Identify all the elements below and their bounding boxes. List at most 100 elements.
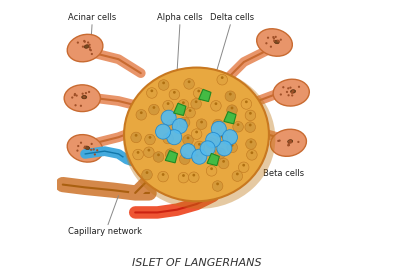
- Circle shape: [249, 123, 252, 126]
- Circle shape: [210, 167, 213, 170]
- Circle shape: [245, 110, 256, 121]
- Circle shape: [280, 93, 282, 95]
- Circle shape: [231, 107, 233, 109]
- Circle shape: [167, 130, 182, 145]
- Circle shape: [195, 130, 198, 133]
- Circle shape: [241, 99, 252, 109]
- Circle shape: [229, 93, 232, 95]
- Circle shape: [289, 87, 292, 89]
- Circle shape: [75, 94, 78, 97]
- Circle shape: [209, 139, 212, 142]
- Circle shape: [245, 122, 255, 132]
- Circle shape: [291, 94, 293, 97]
- Circle shape: [180, 154, 190, 165]
- Circle shape: [197, 90, 200, 92]
- Circle shape: [222, 160, 225, 163]
- Circle shape: [288, 143, 290, 145]
- Circle shape: [162, 173, 165, 176]
- Circle shape: [94, 153, 96, 156]
- Circle shape: [225, 91, 236, 102]
- Circle shape: [246, 150, 257, 160]
- Circle shape: [273, 38, 275, 40]
- Circle shape: [191, 129, 202, 139]
- Ellipse shape: [273, 79, 309, 106]
- Circle shape: [213, 119, 223, 130]
- Circle shape: [194, 141, 205, 152]
- Circle shape: [270, 46, 272, 48]
- Circle shape: [178, 172, 189, 183]
- Circle shape: [157, 153, 160, 156]
- Ellipse shape: [82, 95, 87, 99]
- Circle shape: [143, 147, 154, 158]
- Circle shape: [77, 41, 79, 44]
- Ellipse shape: [270, 129, 307, 156]
- Circle shape: [89, 46, 91, 49]
- Circle shape: [211, 121, 226, 136]
- Circle shape: [192, 152, 202, 163]
- Circle shape: [182, 101, 185, 104]
- Circle shape: [153, 152, 164, 162]
- Circle shape: [149, 136, 151, 139]
- Circle shape: [83, 147, 86, 149]
- Ellipse shape: [124, 67, 269, 201]
- Circle shape: [291, 92, 293, 94]
- Circle shape: [217, 121, 219, 124]
- Circle shape: [83, 96, 85, 98]
- Circle shape: [267, 37, 269, 39]
- Circle shape: [282, 86, 285, 88]
- Circle shape: [136, 109, 147, 120]
- Ellipse shape: [85, 146, 90, 150]
- Circle shape: [151, 89, 153, 92]
- Circle shape: [93, 148, 95, 150]
- Circle shape: [280, 39, 282, 41]
- Circle shape: [292, 90, 294, 92]
- Circle shape: [196, 119, 207, 129]
- Circle shape: [90, 143, 93, 145]
- Circle shape: [297, 141, 299, 143]
- Circle shape: [298, 86, 300, 88]
- Text: Acinar cells: Acinar cells: [68, 13, 117, 48]
- Circle shape: [216, 183, 219, 185]
- Circle shape: [222, 130, 237, 145]
- Circle shape: [278, 40, 280, 42]
- Text: Delta cells: Delta cells: [210, 13, 255, 73]
- Circle shape: [162, 81, 165, 84]
- Circle shape: [219, 150, 222, 153]
- Circle shape: [236, 172, 239, 175]
- Circle shape: [135, 134, 138, 137]
- Circle shape: [88, 91, 90, 93]
- Circle shape: [91, 53, 93, 55]
- Circle shape: [90, 149, 92, 151]
- Circle shape: [221, 135, 224, 138]
- Polygon shape: [165, 151, 178, 163]
- Circle shape: [178, 99, 189, 110]
- Circle shape: [277, 39, 279, 42]
- Circle shape: [90, 49, 92, 51]
- Circle shape: [195, 100, 198, 103]
- Circle shape: [272, 36, 274, 38]
- Circle shape: [179, 117, 190, 128]
- Ellipse shape: [288, 140, 293, 143]
- Ellipse shape: [257, 29, 292, 56]
- Circle shape: [147, 88, 157, 98]
- Circle shape: [76, 150, 79, 152]
- Circle shape: [221, 76, 224, 79]
- Circle shape: [172, 118, 187, 134]
- Circle shape: [74, 93, 76, 95]
- Circle shape: [147, 149, 150, 151]
- Ellipse shape: [67, 34, 103, 62]
- Circle shape: [183, 135, 193, 145]
- Circle shape: [189, 172, 199, 183]
- Circle shape: [184, 79, 195, 89]
- Circle shape: [217, 141, 232, 156]
- Circle shape: [181, 144, 196, 159]
- Circle shape: [80, 105, 82, 107]
- Text: ISLET OF LANGERHANS: ISLET OF LANGERHANS: [132, 258, 261, 268]
- Circle shape: [84, 146, 86, 148]
- Circle shape: [82, 46, 84, 48]
- Circle shape: [249, 112, 252, 115]
- Ellipse shape: [290, 90, 296, 93]
- Circle shape: [239, 162, 249, 172]
- Circle shape: [173, 91, 176, 94]
- Circle shape: [290, 141, 292, 143]
